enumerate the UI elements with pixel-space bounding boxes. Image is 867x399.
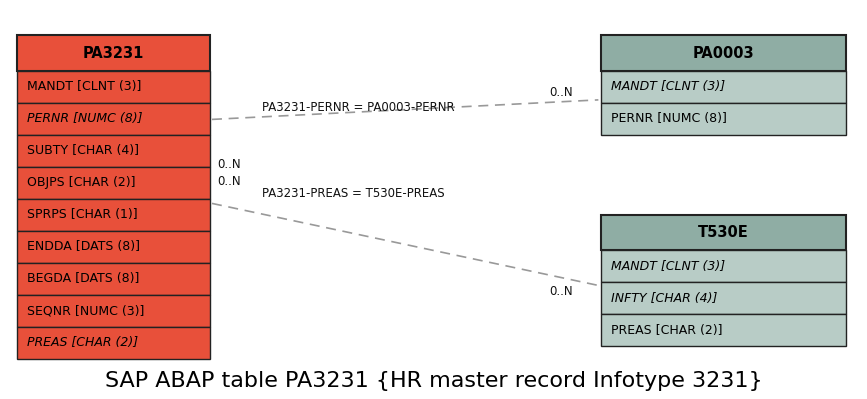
Text: OBJPS [CHAR (2)]: OBJPS [CHAR (2)]: [28, 176, 136, 189]
Text: 0..N: 0..N: [550, 85, 573, 99]
Text: PA0003: PA0003: [693, 45, 754, 61]
FancyBboxPatch shape: [17, 103, 210, 134]
FancyBboxPatch shape: [601, 250, 845, 282]
Text: 0..N: 0..N: [217, 158, 241, 171]
Text: SPRPS [CHAR (1)]: SPRPS [CHAR (1)]: [28, 208, 138, 221]
FancyBboxPatch shape: [17, 36, 210, 71]
FancyBboxPatch shape: [601, 282, 845, 314]
FancyBboxPatch shape: [17, 167, 210, 199]
Text: MANDT [CLNT (3)]: MANDT [CLNT (3)]: [28, 80, 141, 93]
Text: BEGDA [DATS (8)]: BEGDA [DATS (8)]: [28, 272, 140, 285]
Text: INFTY [CHAR (4)]: INFTY [CHAR (4)]: [611, 292, 718, 305]
Text: PA3231-PREAS = T530E-PREAS: PA3231-PREAS = T530E-PREAS: [262, 187, 445, 200]
Text: T530E: T530E: [698, 225, 749, 240]
Text: PA3231: PA3231: [83, 45, 144, 61]
Text: PA3231-PERNR = PA0003-PERNR: PA3231-PERNR = PA0003-PERNR: [262, 101, 454, 114]
Text: PREAS [CHAR (2)]: PREAS [CHAR (2)]: [28, 336, 139, 350]
Text: SEQNR [NUMC (3)]: SEQNR [NUMC (3)]: [28, 304, 145, 317]
Text: PERNR [NUMC (8)]: PERNR [NUMC (8)]: [28, 112, 143, 125]
FancyBboxPatch shape: [17, 134, 210, 167]
Text: MANDT [CLNT (3)]: MANDT [CLNT (3)]: [611, 80, 726, 93]
FancyBboxPatch shape: [601, 71, 845, 103]
FancyBboxPatch shape: [17, 199, 210, 231]
Text: PREAS [CHAR (2)]: PREAS [CHAR (2)]: [611, 324, 723, 337]
Text: 0..N: 0..N: [550, 285, 573, 298]
FancyBboxPatch shape: [17, 71, 210, 103]
FancyBboxPatch shape: [17, 295, 210, 327]
FancyBboxPatch shape: [601, 314, 845, 346]
Text: 0..N: 0..N: [217, 176, 241, 188]
FancyBboxPatch shape: [601, 215, 845, 250]
Text: ENDDA [DATS (8)]: ENDDA [DATS (8)]: [28, 240, 140, 253]
FancyBboxPatch shape: [17, 327, 210, 359]
FancyBboxPatch shape: [601, 103, 845, 134]
FancyBboxPatch shape: [17, 231, 210, 263]
Text: PERNR [NUMC (8)]: PERNR [NUMC (8)]: [611, 112, 727, 125]
Text: SUBTY [CHAR (4)]: SUBTY [CHAR (4)]: [28, 144, 140, 157]
FancyBboxPatch shape: [17, 263, 210, 295]
Text: SAP ABAP table PA3231 {HR master record Infotype 3231}: SAP ABAP table PA3231 {HR master record …: [105, 371, 762, 391]
Text: MANDT [CLNT (3)]: MANDT [CLNT (3)]: [611, 260, 726, 273]
FancyBboxPatch shape: [601, 36, 845, 71]
